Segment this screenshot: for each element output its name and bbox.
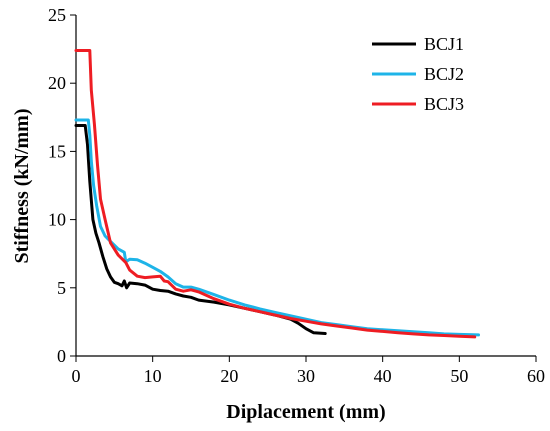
x-ticks: 0 10 20 30 40 50 60 <box>72 356 545 386</box>
series-line-bcj3 <box>74 49 477 339</box>
legend-label-bcj1: BCJ1 <box>424 34 464 54</box>
y-tick-label: 20 <box>48 73 66 93</box>
legend: BCJ1 BCJ2 BCJ3 <box>372 34 464 114</box>
x-axis-title: Diplacement (mm) <box>226 401 385 423</box>
series-layer <box>74 49 480 339</box>
y-tick-label: 15 <box>48 141 66 161</box>
y-tick-label: 10 <box>48 210 66 230</box>
x-tick-label: 20 <box>220 366 238 386</box>
series-line-bcj2 <box>74 118 480 337</box>
y-tick-label: 25 <box>48 5 66 25</box>
x-tick-label: 30 <box>297 366 315 386</box>
x-tick-label: 50 <box>450 366 468 386</box>
x-tick-label: 0 <box>72 366 81 386</box>
legend-label-bcj2: BCJ2 <box>424 64 464 84</box>
y-ticks: 0 5 10 15 20 25 <box>48 5 76 366</box>
y-tick-label: 5 <box>57 278 66 298</box>
plot-area: 0 10 20 30 40 50 60 0 5 10 15 20 25 <box>48 5 545 386</box>
y-axis-title: Stiffness (kN/mm) <box>11 109 33 264</box>
x-tick-label: 60 <box>527 366 545 386</box>
x-tick-label: 40 <box>374 366 392 386</box>
x-tick-label: 10 <box>144 366 162 386</box>
series-line-bcj1 <box>74 124 327 335</box>
legend-label-bcj3: BCJ3 <box>424 94 464 114</box>
y-tick-label: 0 <box>57 346 66 366</box>
